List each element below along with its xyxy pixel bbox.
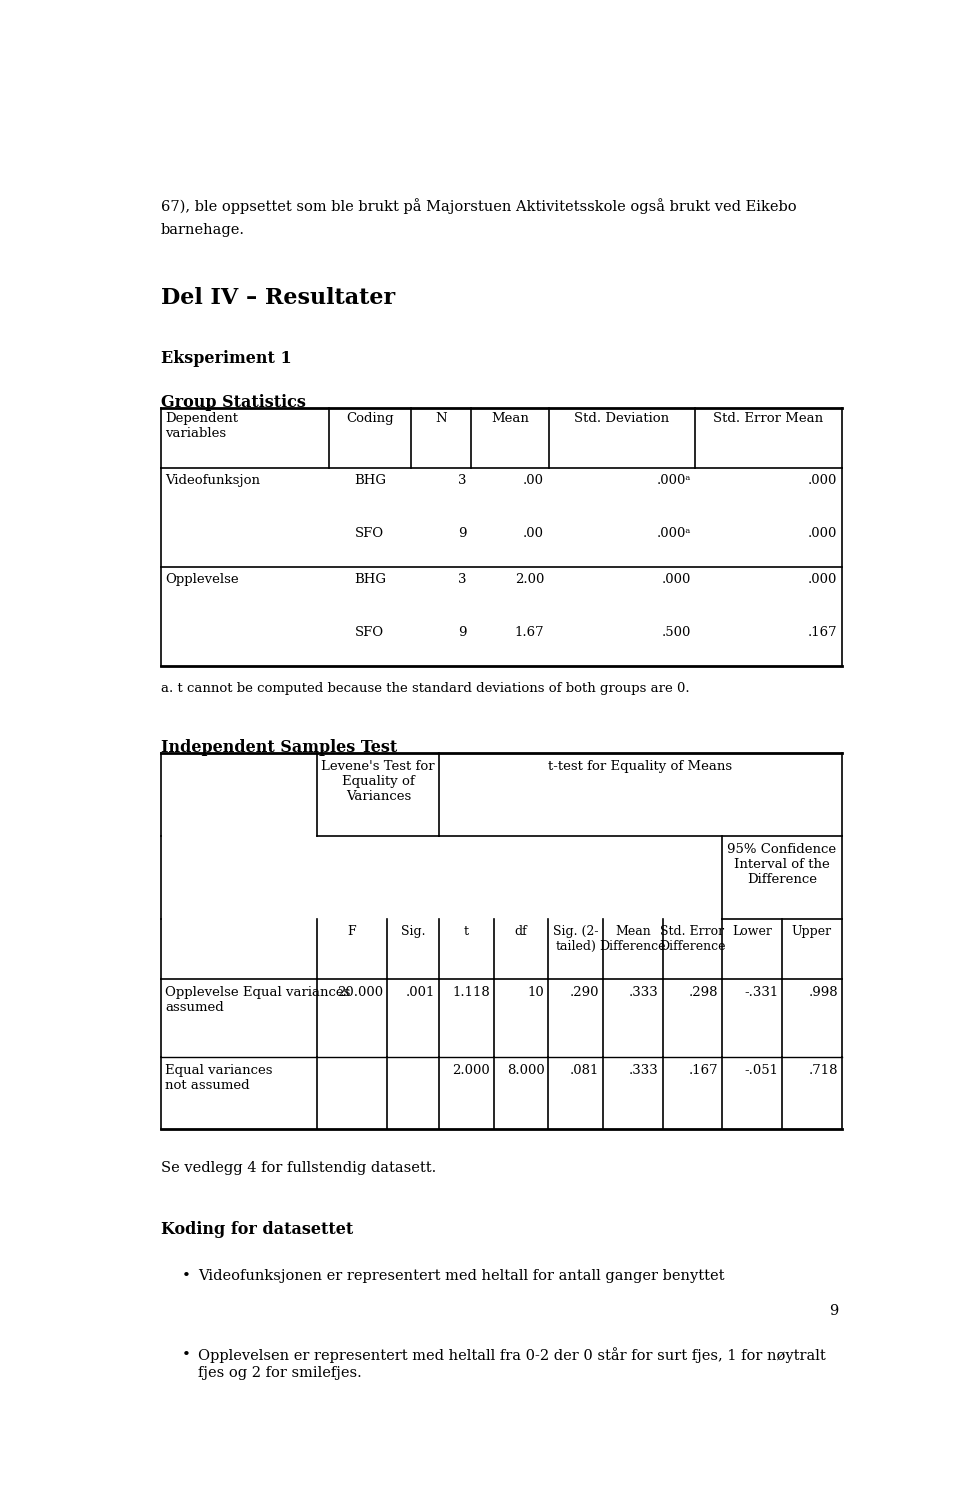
Text: 8.000: 8.000 (507, 1064, 544, 1077)
Text: .167: .167 (807, 627, 837, 639)
Text: F: F (348, 925, 356, 938)
Text: .000ᵃ: .000ᵃ (657, 474, 691, 488)
Text: .290: .290 (569, 986, 599, 999)
Text: Equal variances
not assumed: Equal variances not assumed (165, 1064, 273, 1092)
Text: .333: .333 (629, 1064, 659, 1077)
Text: Videofunksjonen er representert med heltall for antall ganger benyttet: Videofunksjonen er representert med helt… (198, 1269, 725, 1284)
Text: Se vedlegg 4 for fullstendig datasett.: Se vedlegg 4 for fullstendig datasett. (161, 1161, 436, 1174)
Text: Opplevelse: Opplevelse (165, 573, 239, 586)
Text: Independent Samples Test: Independent Samples Test (161, 739, 397, 757)
Text: Mean
Difference: Mean Difference (599, 925, 666, 953)
Text: BHG: BHG (354, 474, 386, 488)
Text: -.051: -.051 (744, 1064, 779, 1077)
Text: Std. Deviation: Std. Deviation (574, 413, 669, 425)
Text: .000: .000 (808, 474, 837, 488)
Text: .081: .081 (570, 1064, 599, 1077)
Text: Group Statistics: Group Statistics (161, 393, 306, 411)
Text: .000ᵃ: .000ᵃ (657, 528, 691, 540)
Text: 9: 9 (458, 528, 467, 540)
Text: 9: 9 (458, 627, 467, 639)
Text: .333: .333 (629, 986, 659, 999)
Text: Lower: Lower (732, 925, 772, 938)
Text: a. t cannot be computed because the standard deviations of both groups are 0.: a. t cannot be computed because the stan… (161, 682, 689, 694)
Text: t: t (464, 925, 468, 938)
Text: BHG: BHG (354, 573, 386, 586)
Text: Del IV – Resultater: Del IV – Resultater (161, 287, 396, 308)
Text: Koding for datasettet: Koding for datasettet (161, 1221, 353, 1237)
Text: 20.000: 20.000 (337, 986, 383, 999)
Text: •: • (181, 1269, 191, 1284)
Text: t-test for Equality of Means: t-test for Equality of Means (548, 760, 732, 773)
Text: Upper: Upper (792, 925, 832, 938)
Text: Std. Error Mean: Std. Error Mean (713, 413, 824, 425)
Text: 1.118: 1.118 (452, 986, 490, 999)
Text: 10: 10 (528, 986, 544, 999)
Text: Std. Error
Difference: Std. Error Difference (660, 925, 726, 953)
Text: .001: .001 (406, 986, 435, 999)
Text: barnehage.: barnehage. (161, 223, 245, 238)
Text: Levene's Test for
Equality of
Variances: Levene's Test for Equality of Variances (322, 760, 435, 803)
Text: Videofunksjon: Videofunksjon (165, 474, 260, 488)
Text: Dependent
variables: Dependent variables (165, 413, 238, 440)
Text: .298: .298 (689, 986, 718, 999)
Text: Coding: Coding (346, 413, 394, 425)
Text: df: df (515, 925, 527, 938)
Text: Sig.: Sig. (400, 925, 425, 938)
Text: 67), ble oppsettet som ble brukt på Majorstuen Aktivitetsskole også brukt ved Ei: 67), ble oppsettet som ble brukt på Majo… (161, 197, 797, 214)
Text: SFO: SFO (355, 528, 384, 540)
Text: .00: .00 (523, 474, 544, 488)
Text: 95% Confidence
Interval of the
Difference: 95% Confidence Interval of the Differenc… (728, 844, 836, 886)
Text: 9: 9 (828, 1303, 838, 1318)
Text: •: • (181, 1348, 191, 1361)
Text: .000: .000 (808, 528, 837, 540)
Text: Opplevelse Equal variances
assumed: Opplevelse Equal variances assumed (165, 986, 350, 1014)
Text: Mean: Mean (491, 413, 529, 425)
Text: Opplevelsen er representert med heltall fra 0-2 der 0 står for surt fjes, 1 for : Opplevelsen er representert med heltall … (198, 1348, 826, 1379)
Text: SFO: SFO (355, 627, 384, 639)
Text: .00: .00 (523, 528, 544, 540)
Text: .167: .167 (689, 1064, 718, 1077)
Text: 3: 3 (458, 573, 467, 586)
Text: 1.67: 1.67 (515, 627, 544, 639)
Text: Sig. (2-
tailed): Sig. (2- tailed) (553, 925, 598, 953)
Text: N: N (435, 413, 446, 425)
Text: .000: .000 (661, 573, 691, 586)
Text: .500: .500 (661, 627, 691, 639)
Text: .000: .000 (808, 573, 837, 586)
Text: 3: 3 (458, 474, 467, 488)
Text: 2.00: 2.00 (515, 573, 544, 586)
Text: Eksperiment 1: Eksperiment 1 (161, 350, 292, 367)
Text: .998: .998 (808, 986, 838, 999)
Text: .718: .718 (808, 1064, 838, 1077)
Text: 2.000: 2.000 (452, 1064, 490, 1077)
Text: -.331: -.331 (744, 986, 779, 999)
